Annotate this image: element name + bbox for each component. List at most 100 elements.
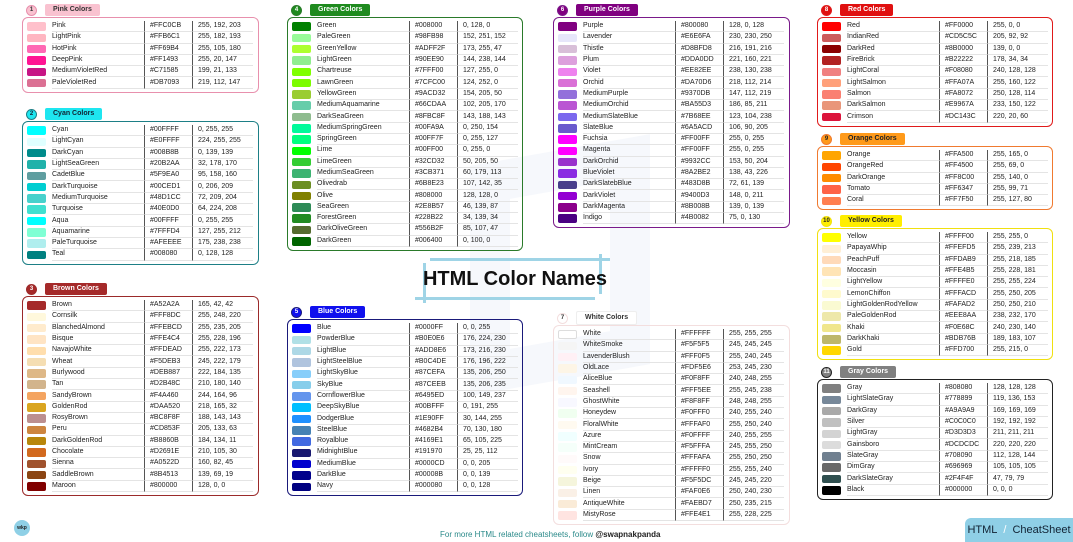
color-name: Turquoise xyxy=(52,204,144,216)
color-rgb: 128, 128, 0 xyxy=(457,190,518,202)
color-swatch xyxy=(292,22,311,31)
color-swatch xyxy=(822,406,841,416)
section-title: Cyan Colors xyxy=(45,108,103,120)
color-swatch xyxy=(558,499,577,509)
color-name: LightGoldenRodYellow xyxy=(847,300,939,312)
color-row: SteelBlue #4682B4 70, 130, 180 xyxy=(292,424,518,436)
color-swatch xyxy=(822,346,841,355)
color-row: PapayaWhip #FFEFD5 255, 239, 213 xyxy=(822,243,1048,255)
color-swatch xyxy=(558,101,577,110)
color-swatch xyxy=(558,420,577,430)
color-rgb: 123, 104, 238 xyxy=(723,111,784,123)
color-hex: #191970 xyxy=(409,447,457,459)
color-name: SpringGreen xyxy=(317,134,409,146)
cheatsheet-tag: HTML / CheatSheet xyxy=(965,518,1073,542)
color-name: Wheat xyxy=(52,356,144,368)
color-hex: #F0FFF0 xyxy=(675,408,723,420)
color-hex: #F0E68C xyxy=(939,322,987,334)
color-row: LightPink #FFB6C1 255, 182, 193 xyxy=(27,32,254,44)
color-rgb: 0, 255, 127 xyxy=(457,133,518,146)
color-rgb: 0, 139, 139 xyxy=(192,147,253,159)
color-swatch xyxy=(27,335,46,344)
color-swatch xyxy=(822,289,841,299)
color-name: Gold xyxy=(847,345,939,357)
color-hex: #ADD8E6 xyxy=(409,345,457,357)
color-row: MediumSeaGreen #3CB371 60, 179, 113 xyxy=(292,167,518,180)
color-row: Black #000000 0, 0, 0 xyxy=(822,484,1048,496)
color-hex: #008B8B xyxy=(144,147,192,159)
section-header: 10 Yellow Colors xyxy=(821,215,902,227)
color-rgb: 255, 99, 71 xyxy=(987,183,1048,196)
color-swatch xyxy=(822,196,841,206)
color-name: Chocolate xyxy=(52,447,144,459)
color-swatch xyxy=(27,380,46,389)
section-title: Orange Colors xyxy=(840,133,905,145)
color-swatch xyxy=(27,448,46,457)
section-title: Pink Colors xyxy=(45,4,100,16)
color-name: FireBrick xyxy=(847,55,939,67)
color-rgb: 139, 69, 19 xyxy=(192,469,253,481)
color-rgb: 175, 238, 238 xyxy=(192,237,253,250)
color-swatch xyxy=(558,409,577,418)
color-row: Gold #FFD700 255, 215, 0 xyxy=(822,344,1048,357)
color-hex: #F0FFFF xyxy=(675,430,723,442)
color-row: Orange #FFA500 255, 165, 0 xyxy=(822,150,1048,162)
color-row: SlateGray #708090 112, 128, 144 xyxy=(822,450,1048,463)
color-swatch xyxy=(27,425,46,435)
color-name: DeepPink xyxy=(52,55,144,67)
color-row: MediumPurple #9370DB 147, 112, 219 xyxy=(558,88,785,101)
color-name: Purple xyxy=(583,21,675,33)
color-rgb: 205, 133, 63 xyxy=(192,424,253,436)
color-name: Olive xyxy=(317,190,409,202)
color-name: Linen xyxy=(583,487,675,499)
color-swatch xyxy=(292,90,311,99)
color-rgb: 255, 240, 245 xyxy=(723,351,784,363)
color-hex: #FAF0E6 xyxy=(675,487,723,499)
color-name: PaleGreen xyxy=(317,32,409,44)
color-hex: #2E8B57 xyxy=(409,201,457,214)
color-row: DarkSlatebBlue #483D8B 72, 61, 139 xyxy=(558,179,785,191)
color-hex: #8B4513 xyxy=(144,469,192,481)
color-swatch xyxy=(822,440,841,450)
color-name: Tomato xyxy=(847,184,939,196)
color-name: SeaGreen xyxy=(317,202,409,214)
color-rgb: 0, 0, 205 xyxy=(457,458,518,470)
color-hex: #F0F8FF xyxy=(675,374,723,386)
color-hex: #0000FF xyxy=(409,323,457,335)
color-rgb: 128, 128, 128 xyxy=(987,383,1048,395)
color-rgb: 70, 130, 180 xyxy=(457,424,518,436)
color-hex: #808000 xyxy=(409,190,457,202)
section-title: Red Colors xyxy=(840,4,894,16)
color-row: Peru #CD853F 205, 133, 63 xyxy=(27,424,254,436)
color-swatch xyxy=(292,203,311,212)
color-rgb: 0, 0, 139 xyxy=(457,469,518,482)
color-hex: #D2B48C xyxy=(144,379,192,391)
color-name: Yellow xyxy=(847,232,939,244)
color-row: Chartreuse #7FFF00 127, 255, 0 xyxy=(292,66,518,78)
color-hex: #E9967A xyxy=(939,100,987,112)
color-hex: #DAA520 xyxy=(144,401,192,413)
color-hex: #9ACD32 xyxy=(409,88,457,101)
color-name: DeepSkyBlue xyxy=(317,402,409,414)
color-hex: #7FFF00 xyxy=(409,66,457,78)
color-row: CadetBlue #5F9EA0 95, 158, 160 xyxy=(27,170,254,182)
color-row: PeachPuff #FFDAB9 255, 218, 185 xyxy=(822,254,1048,266)
color-row: LightCoral #F08080 240, 128, 128 xyxy=(822,66,1048,78)
footer-handle[interactable]: @swapnakpanda xyxy=(595,530,661,539)
color-name: PaleVioletRed xyxy=(52,77,144,89)
color-row: PaleGreen #98FB98 152, 251, 152 xyxy=(292,32,518,44)
color-row: WhiteSmoke #F5F5F5 245, 245, 245 xyxy=(558,340,785,352)
section-header: 11 Gray Colors xyxy=(821,366,897,378)
color-row: MediumSpringGreen #00FA9A 0, 250, 154 xyxy=(292,122,518,134)
color-rgb: 255, 255, 255 xyxy=(723,329,784,341)
color-table: Red #FF0000 255, 0, 0 IndianRed #CD5C5C … xyxy=(817,17,1053,127)
color-row: MediumSlateBlue #7B68EE 123, 104, 238 xyxy=(558,111,785,123)
color-name: Orchid xyxy=(583,77,675,89)
color-row: Green #008000 0, 128, 0 xyxy=(292,21,518,33)
cheatsheet-tag-html: HTML xyxy=(967,524,998,536)
color-name: MidnightBlue xyxy=(317,447,409,459)
section-number-badge: 9 xyxy=(821,133,832,145)
color-hex: #FFDEAD xyxy=(144,345,192,357)
color-rgb: 255, 218, 185 xyxy=(987,254,1048,266)
color-name: DarkViolet xyxy=(583,190,675,202)
